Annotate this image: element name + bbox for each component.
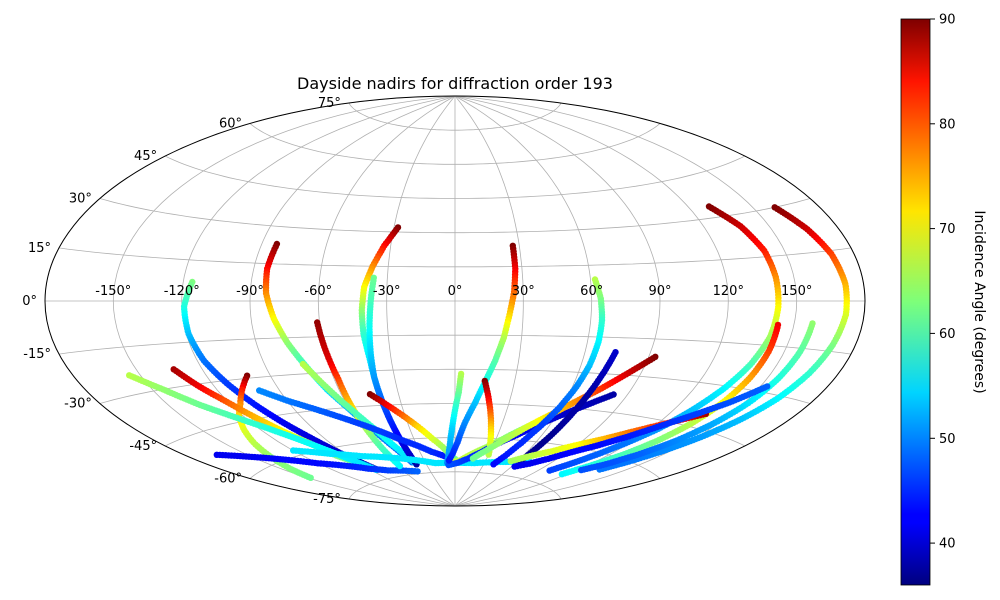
- longitude-tick-label: 30°: [512, 284, 535, 299]
- track-22: [546, 203, 782, 474]
- track-point: [511, 463, 518, 470]
- track-point: [490, 461, 497, 468]
- longitude-tick-label: 60°: [580, 284, 603, 299]
- longitude-tick-label: -90°: [236, 284, 264, 299]
- colorbar-ticks: 40 50 60 70 80 90: [930, 13, 956, 552]
- latitude-tick-label: 60°: [219, 117, 242, 132]
- colorbar-tick-label: 90: [939, 13, 956, 28]
- longitude-gridline: [454, 96, 593, 506]
- track-point: [507, 458, 514, 465]
- latitude-tick-label: 0°: [22, 294, 37, 309]
- track-point: [396, 462, 404, 470]
- colorbar-label: Incidence Angle (degrees): [971, 210, 987, 393]
- longitude-gridline: [386, 96, 456, 506]
- latitude-tick-label: 30°: [69, 192, 92, 207]
- latitude-tick-labels: -75° -60° -45° -30° -15° 0° 15° 30° 45° 60° 75°: [22, 96, 341, 507]
- longitude-tick-label: -30°: [373, 284, 401, 299]
- longitude-tick-label: 150°: [781, 284, 812, 299]
- longitude-gridline: [112, 96, 456, 506]
- track-26: [578, 320, 816, 474]
- longitude-tick-label: -150°: [95, 284, 131, 299]
- track-point: [469, 455, 477, 462]
- colorbar-tick-label: 50: [939, 432, 956, 447]
- longitude-gridline: [454, 96, 798, 506]
- track-17: [445, 242, 519, 464]
- track-27: [511, 383, 771, 470]
- latitude-tick-label: 15°: [28, 241, 51, 256]
- track-point: [558, 471, 566, 478]
- latitude-tick-label: -30°: [64, 397, 92, 412]
- colorbar-tick-label: 70: [939, 222, 956, 237]
- track-point: [445, 457, 453, 464]
- track-11: [256, 387, 468, 466]
- track-point: [307, 474, 314, 481]
- longitude-gridline: [249, 96, 456, 506]
- longitude-tick-label: 120°: [713, 284, 744, 299]
- track-20: [490, 276, 606, 468]
- map-boundary: [44, 95, 866, 507]
- latitude-tick-label: 45°: [134, 149, 157, 164]
- track-point: [546, 467, 553, 474]
- longitude-tick-label: 90°: [648, 284, 671, 299]
- longitude-tick-labels: -150° -120° -90° -60° -30° 0° 30° 60° 90° 120° 150…: [95, 284, 812, 299]
- data-tracks: [126, 203, 850, 481]
- colorbar-tick-label: 80: [939, 117, 956, 132]
- longitude-gridline: [181, 96, 456, 506]
- longitude-gridline: [454, 96, 729, 506]
- longitude-tick-label: -120°: [164, 284, 200, 299]
- longitude-tick-label: 0°: [448, 284, 463, 299]
- chart-title: Dayside nadirs for diffraction order 193: [297, 74, 613, 93]
- latitude-tick-label: -75°: [313, 492, 341, 507]
- colorbar-tick-label: 40: [939, 537, 956, 552]
- track-point: [414, 468, 421, 475]
- colorbar-tick-label: 60: [939, 327, 956, 342]
- track-10: [366, 274, 420, 468]
- latitude-tick-label: 75°: [318, 96, 341, 111]
- track-5: [213, 451, 421, 475]
- latitude-tick-label: -60°: [214, 472, 242, 487]
- latitude-tick-label: -45°: [129, 439, 157, 454]
- colorbar: [900, 18, 931, 586]
- track-25: [596, 204, 850, 473]
- latitude-tick-label: -15°: [23, 347, 51, 362]
- longitude-tick-label: -60°: [304, 284, 332, 299]
- track-point: [578, 466, 585, 474]
